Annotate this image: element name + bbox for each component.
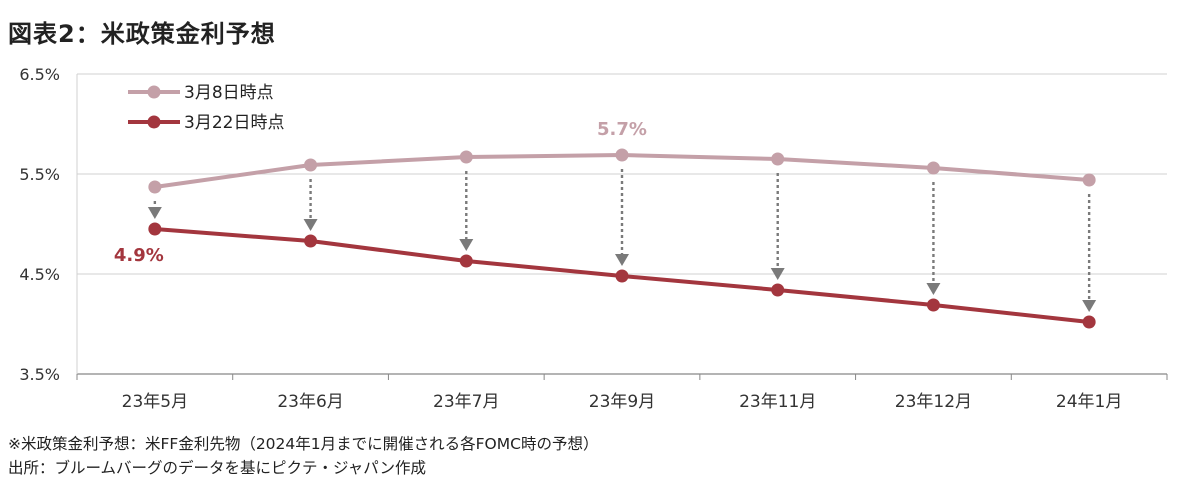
arrow-head <box>147 207 162 219</box>
arrow-head <box>770 268 785 280</box>
data-point <box>459 254 473 268</box>
legend-label: 3月8日時点 <box>184 83 274 103</box>
change-arrows <box>147 169 1097 312</box>
y-tick-label: 6.5% <box>19 65 60 84</box>
arrow-head <box>303 219 318 231</box>
series-lines <box>148 148 1096 329</box>
arrow-head <box>926 283 941 295</box>
data-annotations: 5.7% 4.9% <box>114 119 647 266</box>
y-tick-label: 4.5% <box>19 265 60 284</box>
data-point <box>771 152 785 166</box>
data-label: 4.9% <box>114 245 164 266</box>
chart-title: 図表2：米政策金利予想 <box>8 20 276 48</box>
line-chart: 6.5%5.5%4.5%3.5% 23年5月 23年6月 23年7月 23年9月 23年… <box>19 65 1168 412</box>
x-tick-label: 23年9月 <box>589 392 655 412</box>
data-point <box>926 161 940 175</box>
arrow-head <box>1082 300 1097 312</box>
legend-label: 3月22日時点 <box>184 113 284 133</box>
x-axis: 23年5月 23年6月 23年7月 23年9月 23年11月 23年12月 24年1月 <box>76 74 1168 412</box>
data-point <box>304 234 318 248</box>
legend-swatch-marker <box>147 115 161 129</box>
x-tick-label: 23年5月 <box>122 392 188 412</box>
data-point <box>304 158 318 172</box>
data-point <box>1082 315 1096 329</box>
data-point <box>615 148 629 162</box>
arrow-head <box>459 239 474 251</box>
x-tick-label: 23年12月 <box>895 392 972 412</box>
y-axis-tick-labels: 6.5% 5.5% 4.5% 3.5% <box>19 65 60 384</box>
x-tick-label: 24年1月 <box>1056 392 1122 412</box>
data-point <box>615 269 629 283</box>
arrow-head <box>615 254 629 266</box>
legend: 3月8日時点 3月22日時点 <box>128 83 284 133</box>
data-point <box>148 180 162 194</box>
data-point <box>771 283 785 297</box>
legend-swatch-marker <box>147 85 161 99</box>
footnotes: ※米政策金利予想：米FF金利先物（2024年1月までに開催される各FOMC時の予… <box>8 432 598 480</box>
data-point <box>926 298 940 312</box>
footnote-source: 出所：ブルームバーグのデータを基にピクテ・ジャパン作成 <box>8 459 427 477</box>
data-point <box>459 150 473 164</box>
x-tick-label: 23年6月 <box>277 392 343 412</box>
data-point <box>1082 173 1096 187</box>
x-tick-label: 23年7月 <box>433 392 499 412</box>
y-tick-label: 5.5% <box>19 165 60 184</box>
y-tick-label: 3.5% <box>19 365 60 384</box>
footnote-definition: ※米政策金利予想：米FF金利先物（2024年1月までに開催される各FOMC時の予… <box>8 435 599 453</box>
x-tick-label: 23年11月 <box>739 392 816 412</box>
data-label: 5.7% <box>597 119 647 140</box>
data-point <box>148 222 162 236</box>
